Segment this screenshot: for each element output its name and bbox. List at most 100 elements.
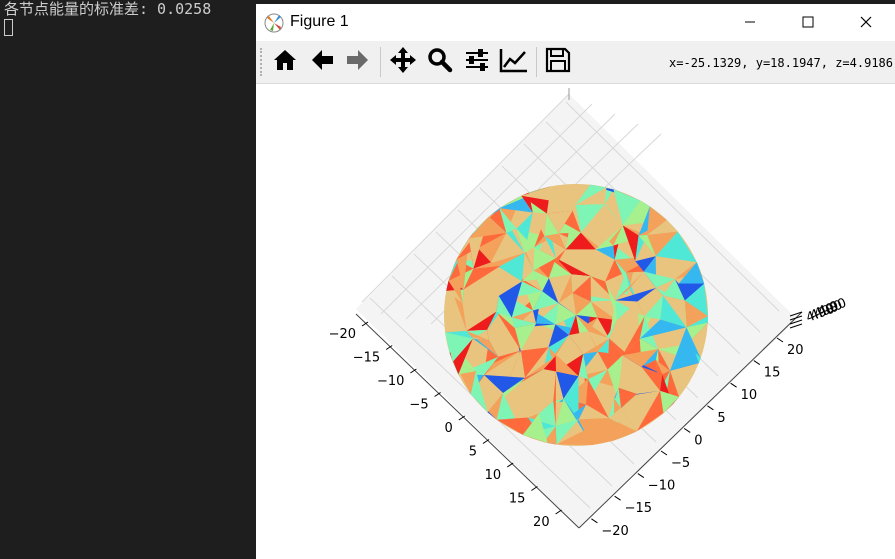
matplotlib-logo-icon xyxy=(263,12,285,34)
surface-facet xyxy=(466,311,497,331)
surface-facet xyxy=(572,204,581,233)
sliders-icon xyxy=(464,47,490,77)
surface-facet xyxy=(524,355,556,378)
surface-facet xyxy=(571,274,591,294)
surface-facet xyxy=(615,300,645,317)
surface-facet xyxy=(609,241,636,262)
surface-facet xyxy=(568,331,589,354)
surface-facet xyxy=(615,272,630,301)
surface-facet xyxy=(449,338,473,375)
surface-facet xyxy=(678,283,705,301)
surface-facet xyxy=(543,426,557,445)
surface-facet xyxy=(608,408,637,432)
z-axis-ticks: 4.90 4.90 4.90 4.90 xyxy=(789,296,849,329)
forward-button[interactable] xyxy=(341,46,375,78)
surface-facet xyxy=(533,310,556,325)
surface-facet xyxy=(615,287,657,302)
surface-facet xyxy=(647,206,667,235)
surface-facet xyxy=(511,317,537,328)
zoom-button[interactable] xyxy=(423,46,457,78)
surface-facet xyxy=(595,245,615,260)
line-chart-icon xyxy=(499,47,529,77)
surface-facet xyxy=(533,247,556,271)
surface-facet xyxy=(546,210,573,234)
save-button[interactable] xyxy=(541,46,575,78)
surface-facet xyxy=(635,234,656,262)
edit-axis-button[interactable] xyxy=(497,46,531,78)
y-tick-label: 20 xyxy=(787,343,804,358)
surface-facet xyxy=(556,371,579,399)
surface-facet xyxy=(445,332,473,362)
home-button[interactable] xyxy=(268,46,302,78)
arrow-left-icon xyxy=(309,47,335,77)
y-tick-mark xyxy=(660,450,668,456)
surface-facet xyxy=(534,213,547,248)
surface-facet xyxy=(660,295,687,328)
surface-facet xyxy=(590,301,617,321)
surface-facet xyxy=(609,225,623,246)
surface-facet xyxy=(670,327,699,371)
surface-facet xyxy=(555,303,576,325)
pan-button[interactable] xyxy=(386,46,420,78)
configure-subplots-button[interactable] xyxy=(460,46,494,78)
surface-facet xyxy=(622,349,659,368)
surface-facet xyxy=(539,401,556,427)
surface-facet xyxy=(555,419,579,445)
toolbar-grip[interactable] xyxy=(260,48,264,76)
surface-facet xyxy=(638,206,650,236)
surface-facet xyxy=(655,359,671,375)
surface-facet xyxy=(458,371,476,395)
y-tick-label: −15 xyxy=(625,501,652,516)
surface-facet xyxy=(613,431,637,441)
surface-facet xyxy=(565,232,596,250)
surface-facet xyxy=(572,276,591,302)
surface-facet xyxy=(543,335,569,370)
maximize-button[interactable] xyxy=(779,4,837,41)
y-axis-line xyxy=(578,311,803,529)
close-button[interactable] xyxy=(837,4,895,41)
surface-facet xyxy=(516,228,535,253)
surface-facet xyxy=(563,398,592,446)
surface-facet xyxy=(597,351,623,370)
surface-facet xyxy=(622,225,639,262)
x-tick-label: −5 xyxy=(409,398,428,413)
x-tick-mark xyxy=(555,509,562,515)
surface-facet xyxy=(684,283,708,316)
toolbar-separator xyxy=(536,47,537,77)
x-axis-line xyxy=(355,313,580,529)
y-tick-label: 0 xyxy=(694,433,702,448)
surface-facet xyxy=(483,350,521,376)
plot-canvas[interactable]: −20 −15 −10 −5 0 5 10 15 20 20 15 10 5 0 −5 −10 −15 −20 … xyxy=(256,84,895,559)
title-bar[interactable]: Figure 1 xyxy=(256,4,895,41)
surface-facet xyxy=(590,276,616,301)
y-tick-label: 5 xyxy=(717,411,725,426)
surface-facet xyxy=(472,338,499,357)
x-tick-mark xyxy=(506,462,514,468)
y-tick-label: −5 xyxy=(671,456,690,471)
surface-facet xyxy=(448,259,463,303)
y-tick-mark xyxy=(591,518,598,524)
surface-facet xyxy=(468,216,507,239)
back-button[interactable] xyxy=(305,46,339,78)
surface-facet xyxy=(647,231,678,257)
x-tick-label: 10 xyxy=(485,468,502,483)
x-tick-label: 5 xyxy=(469,445,477,460)
y-tick-label: −10 xyxy=(648,479,675,494)
surface-facet xyxy=(588,369,619,388)
move-icon xyxy=(389,46,417,78)
y-tick-mark xyxy=(753,360,761,366)
surface-facet xyxy=(548,258,572,279)
minimize-button[interactable] xyxy=(721,4,779,41)
surface-facet xyxy=(487,392,503,420)
y-tick-mark xyxy=(637,473,645,479)
surface-facet xyxy=(524,247,535,271)
surface-facet xyxy=(576,301,598,318)
x-tick-mark xyxy=(458,415,466,421)
trisurf-mesh xyxy=(444,184,708,446)
surface-facet xyxy=(514,323,537,351)
surface-facet xyxy=(463,265,501,290)
surface-facet xyxy=(605,259,626,282)
surface-facet xyxy=(635,256,656,272)
window-title: Figure 1 xyxy=(290,13,349,30)
